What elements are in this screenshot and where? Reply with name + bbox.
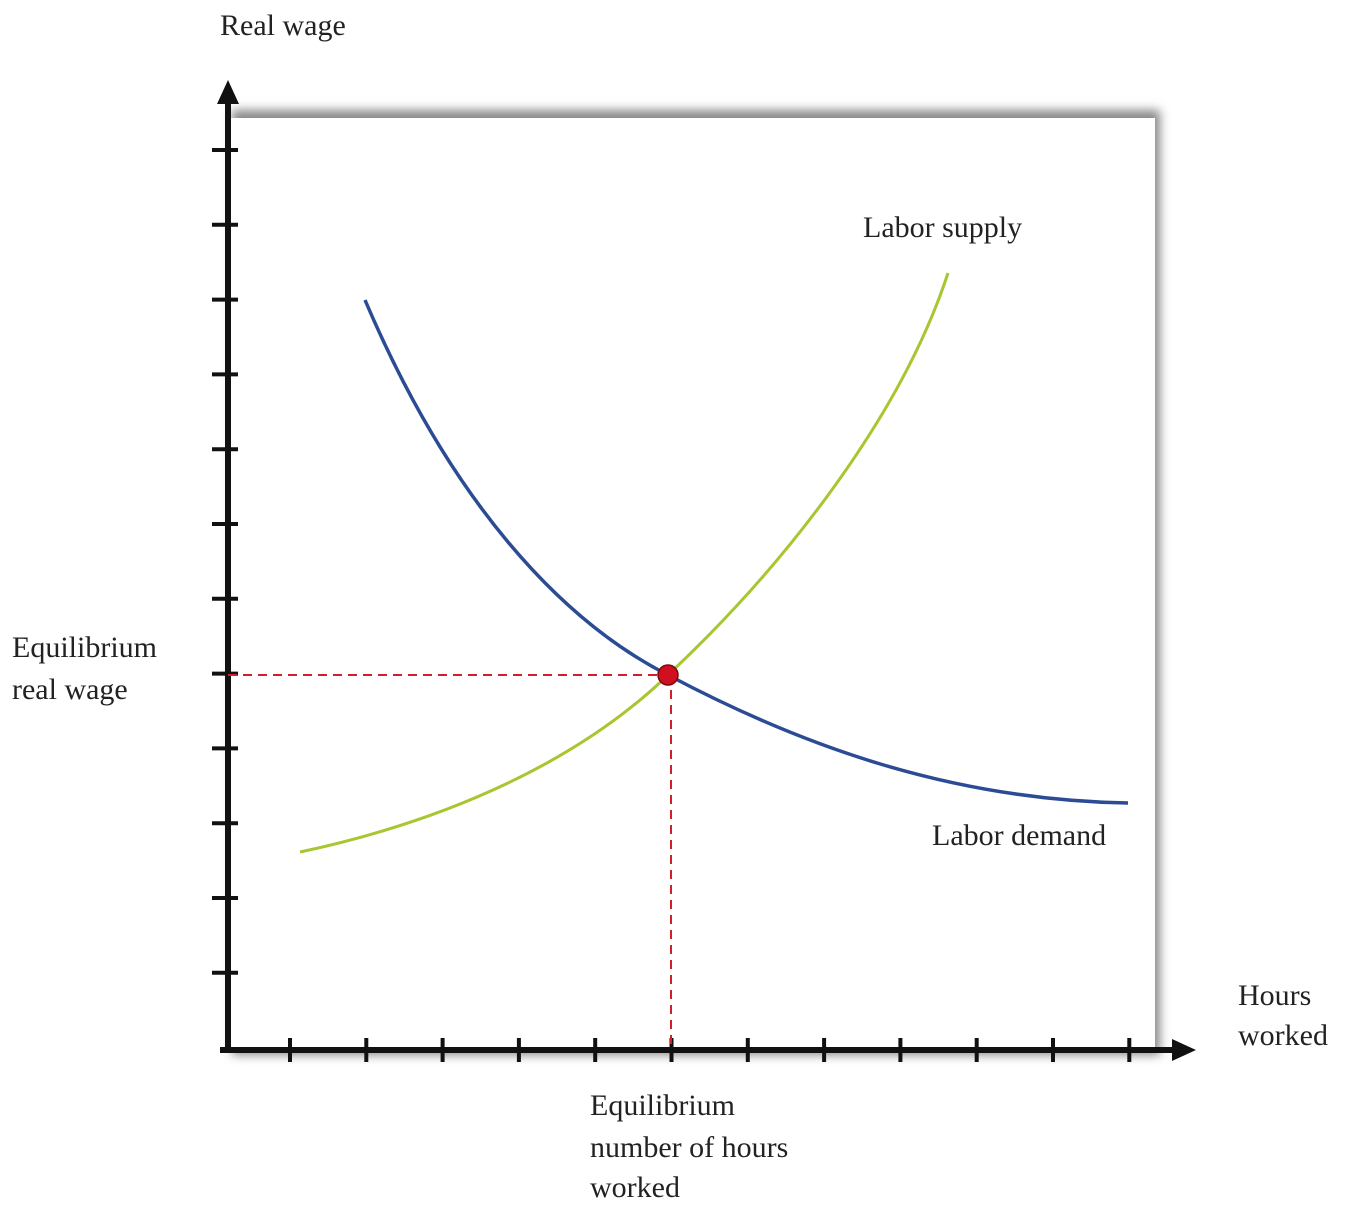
x-axis-label: Hours worked — [1238, 979, 1328, 1052]
label-line: real wage — [12, 673, 128, 706]
equilibrium-point — [657, 664, 679, 686]
y-axis-arrow — [217, 80, 239, 104]
supply-label: Labor supply — [863, 211, 1022, 244]
label-line: Equilibrium — [12, 631, 157, 664]
x-axis-arrow — [1172, 1039, 1196, 1061]
y-axis-label: Real wage — [220, 9, 346, 42]
demand-label: Labor demand — [932, 819, 1106, 852]
label-line: number of hours — [590, 1131, 788, 1164]
label-line: worked — [1238, 1019, 1328, 1052]
plot-panel — [228, 118, 1155, 1050]
label-line: Hours — [1238, 979, 1311, 1012]
equilibrium-wage-label: Equilibrium real wage — [12, 631, 165, 706]
label-line: Equilibrium — [590, 1089, 735, 1122]
label-line: worked — [590, 1171, 680, 1204]
equilibrium-hours-label: Equilibrium number of hours worked — [590, 1089, 796, 1204]
